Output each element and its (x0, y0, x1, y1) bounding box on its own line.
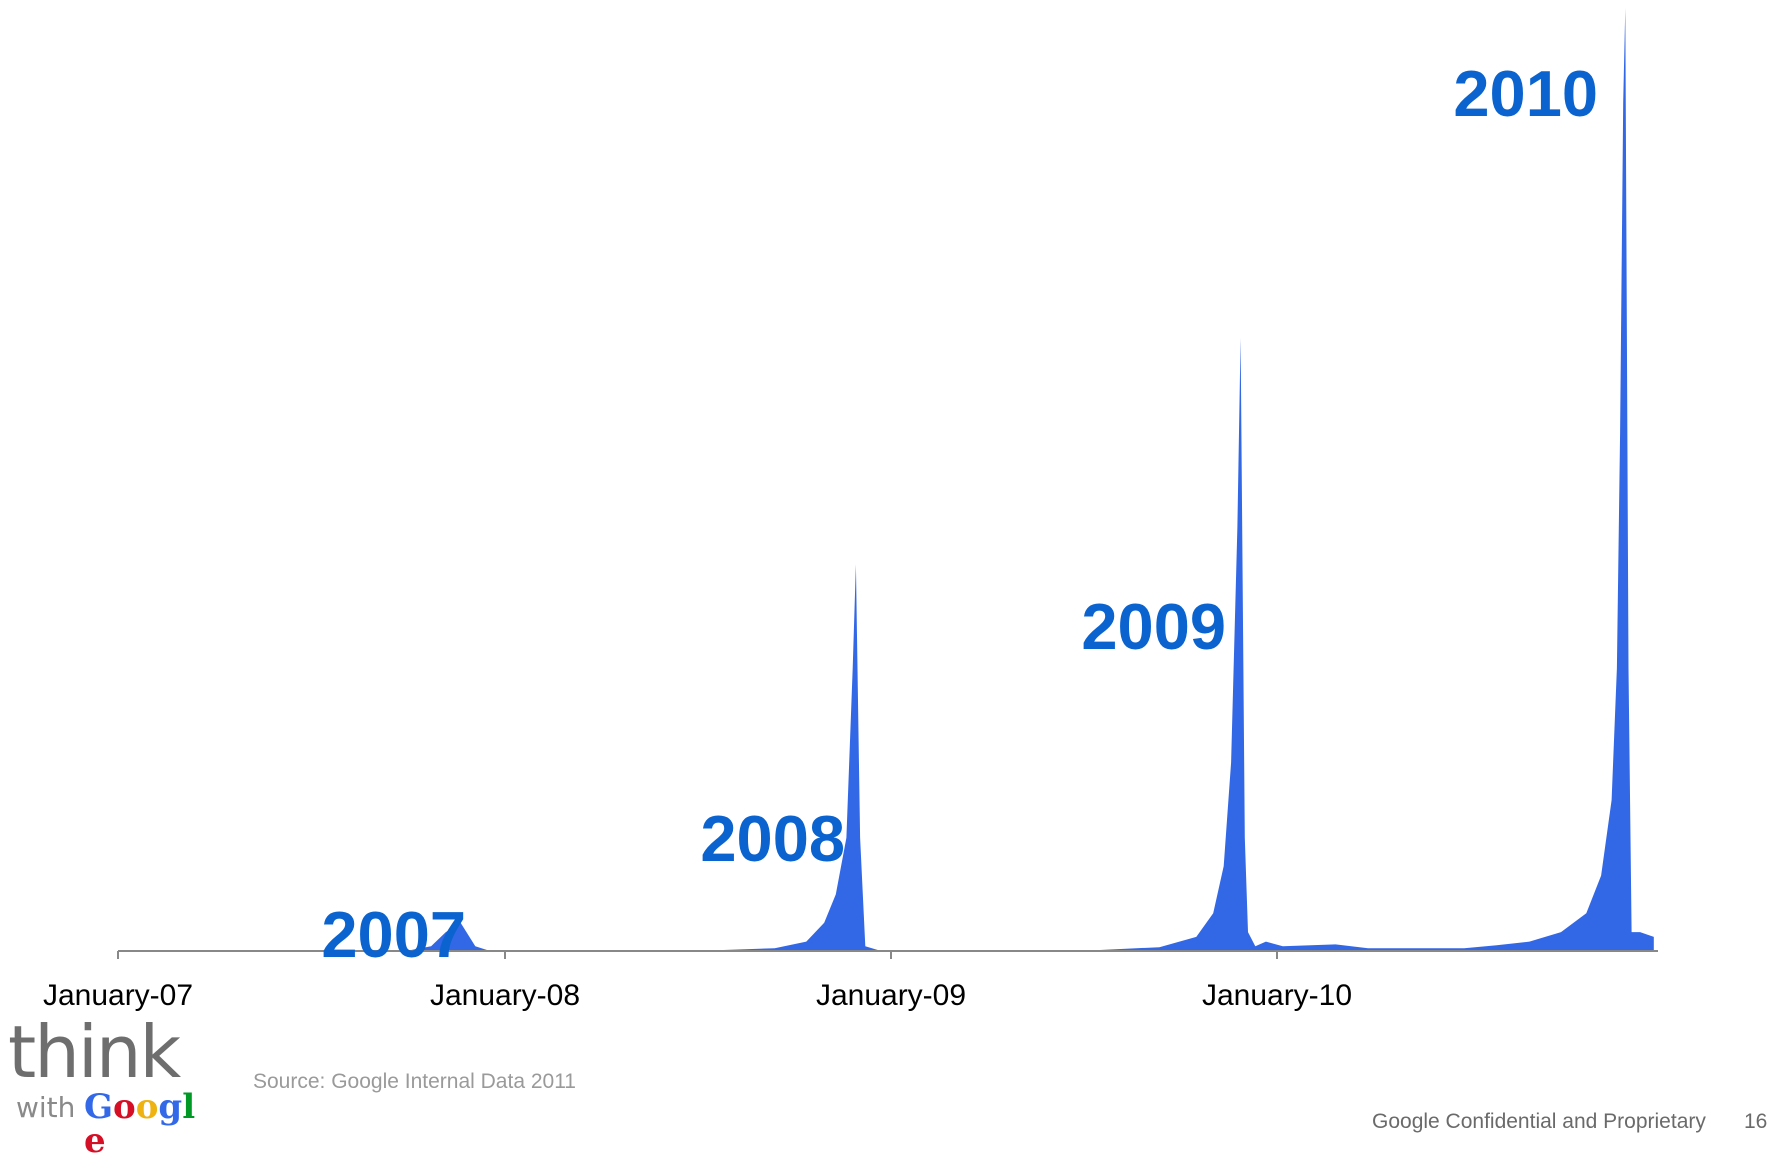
logo-google-wordmark: Google (84, 1087, 196, 1161)
peak-label-2009: 2009 (1081, 590, 1226, 663)
page-number: 16 (1744, 1110, 1768, 1133)
peak-label-2008: 2008 (700, 802, 845, 875)
x-tick-label: January-10 (1202, 979, 1352, 1012)
footer-confidential: Google Confidential and Proprietary (1372, 1110, 1706, 1133)
peak-annotations: 2007 2008 2009 2010 (321, 57, 1598, 971)
logo-think-text: think (8, 1010, 181, 1094)
chart-area-layer (118, 8, 1654, 951)
peak-label-2007: 2007 (321, 898, 466, 971)
series-area (118, 8, 1654, 951)
x-tick-label: January-09 (816, 979, 966, 1012)
chart: January-07 January-08 January-09 January-10… (43, 8, 1658, 1012)
source-note: Source: Google Internal Data 2011 (253, 1070, 576, 1093)
peak-label-2010: 2010 (1453, 57, 1598, 130)
x-axis-ticks (117, 951, 1278, 959)
think-with-google-logo: think with Google (8, 1016, 208, 1158)
x-tick-label: January-08 (430, 979, 580, 1012)
logo-with-text: with (16, 1091, 76, 1124)
x-tick-label: January-07 (43, 979, 193, 1012)
x-axis-tick-labels: January-07 January-08 January-09 January-10 (43, 979, 1352, 1012)
